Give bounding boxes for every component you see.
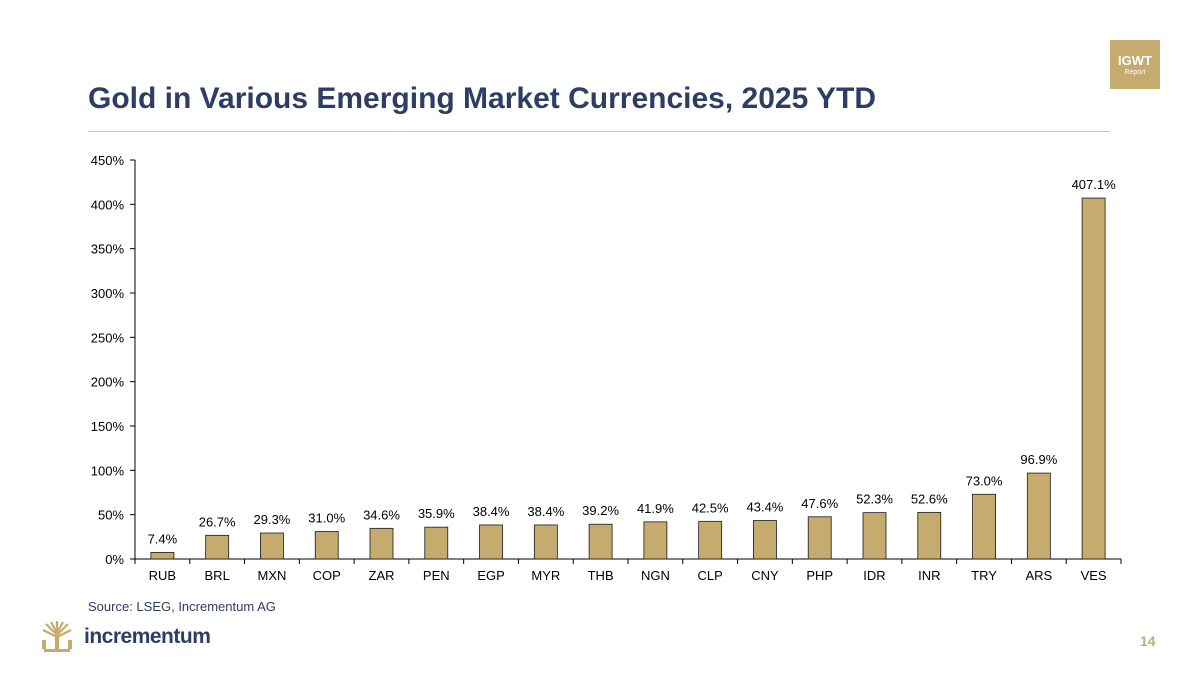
x-tick-label: MYR [531,568,560,583]
data-label: 43.4% [747,500,784,515]
y-tick-label: 150% [91,419,125,434]
x-tick-label: ZAR [369,568,395,583]
chart-title: Gold in Various Emerging Market Currenci… [88,82,877,115]
badge-title: IGWT [1118,53,1152,68]
data-label: 41.9% [637,501,674,516]
y-tick-label: 200% [91,375,125,390]
bar-ngn [643,521,668,560]
x-tick-label: INR [918,568,940,583]
data-label: 7.4% [148,531,178,546]
y-tick-label: 0% [105,552,124,567]
x-tick-label: MXN [257,568,286,583]
y-tick-label: 100% [91,463,125,478]
data-label: 39.2% [582,503,619,518]
x-tick-label: NGN [641,568,670,583]
x-tick-label: VES [1081,568,1107,583]
source-note: Source: LSEG, Incrementum AG [88,599,276,614]
x-tick-label: PEN [423,568,450,583]
page-number: 14 [1140,633,1156,649]
x-tick-label: CNY [751,568,779,583]
x-tick-label: BRL [205,568,230,583]
y-tick-label: 50% [98,508,124,523]
bar-chart: 0% 50% 100% 150% 200% 250% 300% 350% 400% 450% 7.4… [91,153,1122,583]
brand-name: incrementum [84,625,211,648]
bar-ves [1081,197,1106,560]
data-label: 26.7% [199,514,236,529]
data-label: 38.4% [527,504,564,519]
bar-mxn [260,532,284,560]
data-label: 73.0% [966,473,1003,488]
y-tick-label: 250% [91,330,125,345]
tree-logo-icon [42,621,72,652]
x-tick-label: IDR [863,568,885,583]
badge-subtitle: Report [1124,69,1146,76]
x-tick-label: PHP [806,568,833,583]
y-tick-label: 450% [91,153,125,168]
bar-inr [917,511,942,560]
bar-myr [533,524,558,560]
bar-pen [424,526,449,560]
data-label: 42.5% [692,500,729,515]
bar-brl [205,534,230,560]
x-tick-label: THB [588,568,614,583]
data-label: 35.9% [418,506,455,521]
data-label: 47.6% [801,496,838,511]
data-label: 96.9% [1020,452,1057,467]
bar-clp [698,520,723,560]
data-label: 31.0% [308,511,345,526]
data-label: 38.4% [473,504,510,519]
data-label: 52.3% [856,492,893,507]
bar-idr [862,512,887,560]
x-tick-label: COP [313,568,341,583]
bar-rub [150,552,175,560]
y-tick-label: 300% [91,286,125,301]
data-label: 29.3% [254,512,291,527]
bar-ars [1026,472,1051,560]
bar-zar [369,527,394,560]
x-tick-label: ARS [1025,568,1052,583]
incrementum-logo: incrementum [40,620,211,654]
bar-thb [588,523,613,560]
x-tick-label: RUB [149,568,176,583]
x-tick-label: EGP [477,568,504,583]
x-tick-label: CLP [698,568,723,583]
y-tick-label: 400% [91,197,125,212]
y-tick-label: 350% [91,242,125,257]
bar-cop [314,531,339,560]
x-tick-label: TRY [971,568,997,583]
data-label: 407.1% [1072,177,1117,192]
bar-php [807,516,832,560]
title-divider [88,131,1110,132]
data-label: 52.6% [911,491,948,506]
bar-egp [479,524,503,560]
igwt-report-badge: IGWT Report [1110,40,1160,89]
bar-cny [753,520,777,560]
data-label: 34.6% [363,507,400,522]
bar-try [972,493,996,560]
